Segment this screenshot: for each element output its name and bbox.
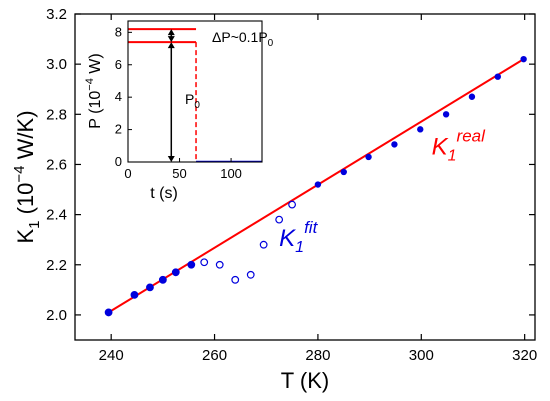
inset-y-tick-label: 8 <box>115 24 122 39</box>
x-tick-label: 280 <box>305 347 330 364</box>
k1-fit-point <box>187 260 196 269</box>
k1-real-point <box>365 153 372 161</box>
k1-real-point <box>494 73 501 80</box>
inset-x-tick-label: 50 <box>172 166 186 181</box>
k1-real-point <box>105 309 112 316</box>
y-tick-label: 2.6 <box>46 156 67 173</box>
inset-y-axis-title: P (10−4 W) <box>84 53 104 128</box>
delta-arrowhead-up <box>167 29 175 36</box>
x-tick-label: 260 <box>202 347 227 364</box>
main-data-points <box>104 55 527 317</box>
inset-x-tick-label: 100 <box>220 166 242 181</box>
k1-real-point <box>468 93 476 100</box>
k1-real-point <box>340 168 347 176</box>
inset-tick-labels: 0 50 100 0 2 4 6 8 <box>115 24 242 181</box>
inset-chart: 0 50 100 0 2 4 6 8 t (s) P (10−4 W) ΔP~0.1P0 P0 <box>84 20 274 202</box>
y-tick-label: 2.4 <box>46 207 67 224</box>
k1-real-point <box>131 291 138 299</box>
inset-plot-frame <box>127 20 263 163</box>
k1-real-point <box>520 55 527 63</box>
k1-fit-point <box>215 260 224 269</box>
x-tick-label: 240 <box>99 347 124 364</box>
x-axis-title: T (K) <box>281 368 330 393</box>
k1-real-point <box>391 141 398 148</box>
delta-arrowhead-down <box>167 36 175 43</box>
k1-real-label: K1real <box>432 126 486 164</box>
p0-arrowhead-down <box>167 156 175 162</box>
inset-p0-label: P0 <box>185 91 200 111</box>
k1-fit-point <box>288 200 296 209</box>
x-tick-label: 320 <box>512 347 537 364</box>
y-tick-label: 2.8 <box>46 106 67 123</box>
inset-x-axis-title: t (s) <box>150 185 178 202</box>
k1-real-point <box>314 181 322 188</box>
inset-x-tick-label: 0 <box>124 166 131 181</box>
y-tick-label: 2.0 <box>46 307 67 324</box>
k1-fit-point <box>158 275 167 284</box>
k1-fit-point <box>200 258 209 267</box>
inset-background <box>128 21 262 162</box>
inset-ticks <box>127 31 232 163</box>
y-axis-title: K1 (10−4 W/K) <box>11 110 43 243</box>
x-tick-label: 300 <box>409 347 434 364</box>
k1-real-point <box>188 261 195 268</box>
y-tick-label: 2.2 <box>46 257 67 274</box>
k1-fit-point <box>130 290 139 299</box>
k1-fit-point <box>231 275 240 284</box>
k1-fit-label: K1fit <box>279 218 318 256</box>
k1-fit-point <box>275 215 284 224</box>
inset-delta-p-label: ΔP~0.1P0 <box>212 29 274 49</box>
y-tick-label: 3.2 <box>46 6 67 23</box>
k1-real-point <box>159 276 167 284</box>
y-tick-label: 3.0 <box>46 56 67 73</box>
k1-real-point <box>172 269 179 276</box>
k1-real-point <box>146 284 154 291</box>
k1-fit-point <box>171 268 180 277</box>
inset-y-tick-label: 6 <box>115 57 122 72</box>
p0-arrowhead-up <box>167 42 175 49</box>
main-plot-frame <box>74 13 536 341</box>
inset-y-tick-label: 0 <box>115 154 122 169</box>
inset-y-tick-label: 4 <box>115 89 122 104</box>
k1-real-point <box>417 126 424 133</box>
k1-fit-point <box>104 308 113 317</box>
inset-arrowheads <box>167 29 175 162</box>
inset-y-tick-label: 2 <box>115 122 122 137</box>
k1-fit-point <box>259 240 268 249</box>
k1-fit-point <box>246 270 255 279</box>
k1-fit-point <box>146 283 154 292</box>
k1-real-point <box>442 111 450 118</box>
main-ticks <box>75 13 535 340</box>
